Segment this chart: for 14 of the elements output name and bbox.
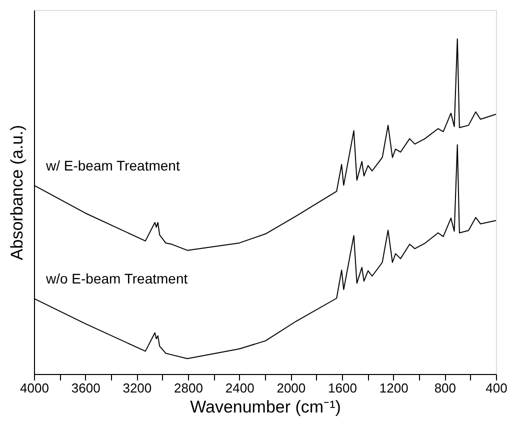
- x-axis-title: Wavenumber (cm⁻¹): [190, 398, 341, 416]
- x-tick-label: 1600: [328, 380, 357, 396]
- x-tick-label: 800: [434, 380, 456, 396]
- x-tick-label: 3200: [122, 380, 152, 396]
- series-label: w/ E-beam Treatment: [45, 157, 180, 174]
- x-tick-label: 400: [486, 380, 508, 396]
- x-tick-label: 2000: [276, 380, 306, 396]
- x-tick-label: 3600: [71, 380, 100, 396]
- x-tick-label: 2800: [174, 380, 203, 396]
- series-label: w/o E-beam Treatment: [45, 270, 188, 287]
- x-tick-label: 2400: [225, 380, 254, 396]
- y-axis-title: Absorbance (a.u.): [8, 124, 26, 260]
- x-tick-label: 4000: [20, 380, 49, 396]
- x-tick-label: 1200: [379, 380, 408, 396]
